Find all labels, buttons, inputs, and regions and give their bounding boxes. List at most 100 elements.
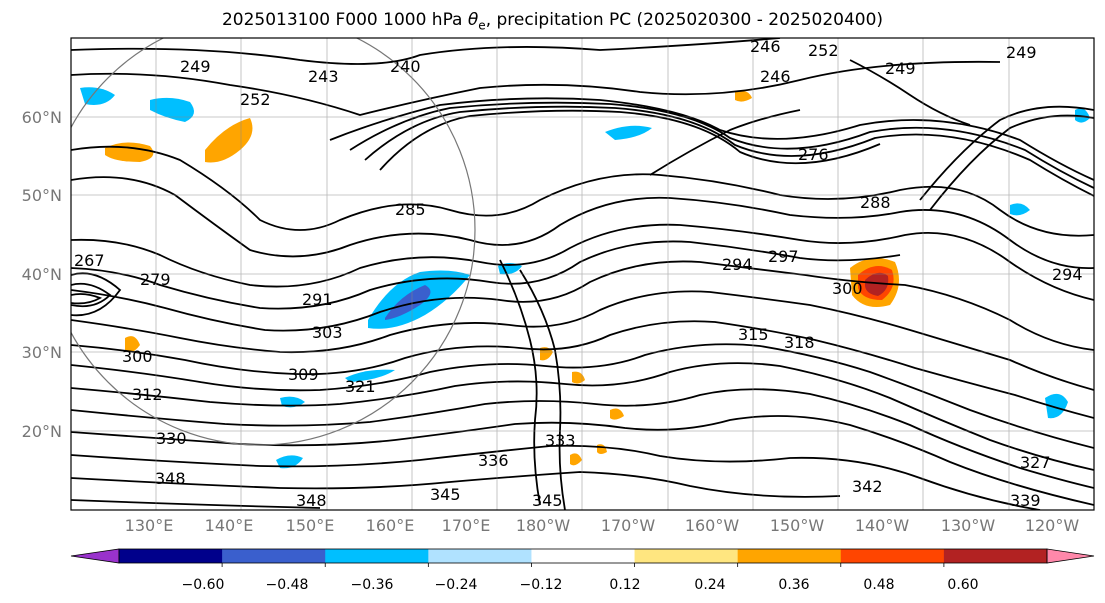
contour-label: 294 [722,255,753,274]
colorbar-tick-label: 0.48 [863,577,894,593]
contour-label: 249 [1006,43,1037,62]
contour-label: 246 [760,67,791,86]
contour-line [71,290,1094,391]
contour-label: 240 [390,57,421,76]
precip-orange-region [610,408,624,420]
lon-tick-label: 180°W [516,516,571,535]
lat-tick-label: 20°N [22,422,62,441]
precip-shading [80,87,1090,469]
contour-label: 276 [798,145,829,164]
precip-blue-region [150,97,194,122]
lon-tick-label: 150°W [770,516,825,535]
contour-label: 267 [74,251,105,270]
contour-line [649,109,801,176]
precip-orange-region [735,90,752,102]
precip-orange-region [540,347,553,361]
contour-line [71,223,1094,301]
contour-label: 294 [1052,265,1083,284]
contour-label: 345 [532,491,563,510]
contour-line [329,97,1094,181]
lon-tick-label: 150°E [286,516,335,535]
contour-label: 348 [296,491,327,510]
contour-label: 288 [860,193,891,212]
lon-tick-label: 170°E [442,516,491,535]
precip-darkblue-region [385,285,431,320]
colorbar: −0.60 −0.48 −0.36 −0.24 −0.12 0.12 0.24 … [70,548,1095,593]
contour-label: 303 [312,323,343,342]
contour-label: 336 [478,451,509,470]
lon-tick-label: 130°E [125,516,174,535]
contour-line [71,272,122,317]
colorbar-tick-label: −0.12 [520,577,563,593]
colorbar-segment [840,549,945,563]
contour-label: 297 [768,247,799,266]
contour-line [71,499,321,509]
contour-label: 249 [180,57,211,76]
colorbar-segment [634,549,739,563]
contour-line [519,269,566,510]
contour-line [71,60,1001,116]
precip-blue-region [345,369,395,382]
precip-blue-region [1045,393,1068,419]
precip-blue-region [1075,108,1090,123]
lat-tick-label: 40°N [22,265,62,284]
contour-line [919,105,1094,201]
lat-tick-label: 50°N [22,186,62,205]
colorbar-segment [325,549,429,563]
theta-e-contours [71,38,1094,510]
contour-label: 330 [156,429,187,448]
contour-label: 252 [240,90,271,109]
colorbar-extend-low [70,548,120,564]
colorbar-segment [119,549,223,563]
lat-tick-label: 30°N [22,343,62,362]
precip-darkred-region [865,272,889,296]
contour-label: 252 [808,41,839,60]
colorbar-tick-label: 0.24 [694,577,725,593]
contour-line [71,388,1094,489]
contour-label: 279 [140,270,171,289]
reference-circle [71,38,476,446]
precip-blue-region [498,263,522,275]
colorbar-tick-label: −0.24 [435,577,478,593]
colorbar-tick-labels: −0.60 −0.48 −0.36 −0.24 −0.12 0.12 0.24 … [182,577,979,593]
contour-line [349,101,1094,189]
lon-tick-label: 120°W [1025,516,1080,535]
precip-orange-region [570,453,582,466]
contour-line [71,320,1094,419]
lon-tick-label: 160°W [685,516,740,535]
lon-tick-label: 140°W [855,516,910,535]
contour-label: 327 [1020,453,1051,472]
contour-line [71,293,103,305]
colorbar-segment [737,549,842,563]
contour-label: 243 [308,67,339,86]
contour-line [71,38,781,65]
map-area: 249 240 243 246 249 246 252 276 285 288 … [71,38,1094,510]
contour-line [71,240,901,310]
contour-label: 315 [738,325,769,344]
contour-label: 339 [1010,491,1041,510]
contour-line [71,282,112,308]
contour-line [71,471,841,498]
lon-tick-labels: 130°E 140°E 150°E 160°E 170°E 180°W 170°… [125,516,1080,535]
colorbar-tick-label: 0.36 [778,577,809,593]
lon-tick-label: 140°E [205,516,254,535]
contour-line [929,114,1094,211]
contour-labels: 249 240 243 246 249 246 252 276 285 288 … [74,38,1083,510]
lon-tick-label: 160°E [366,516,415,535]
precip-blue-region [276,455,303,469]
contour-line [849,59,971,126]
contour-label: 300 [122,347,153,366]
map-frame [70,37,1095,511]
contour-line [71,362,1094,471]
colorbar-extend-high [1046,548,1095,564]
contour-line [364,105,1094,197]
contour-label: 321 [345,377,376,396]
contour-label: 309 [288,365,319,384]
colorbar-segment [428,549,532,563]
colorbar-tick-label: −0.36 [351,577,394,593]
title-subscript: e [478,18,486,33]
colorbar-tick-label: 0.60 [947,577,978,593]
gridlines [71,38,1094,510]
lon-tick-label: 130°W [941,516,996,535]
